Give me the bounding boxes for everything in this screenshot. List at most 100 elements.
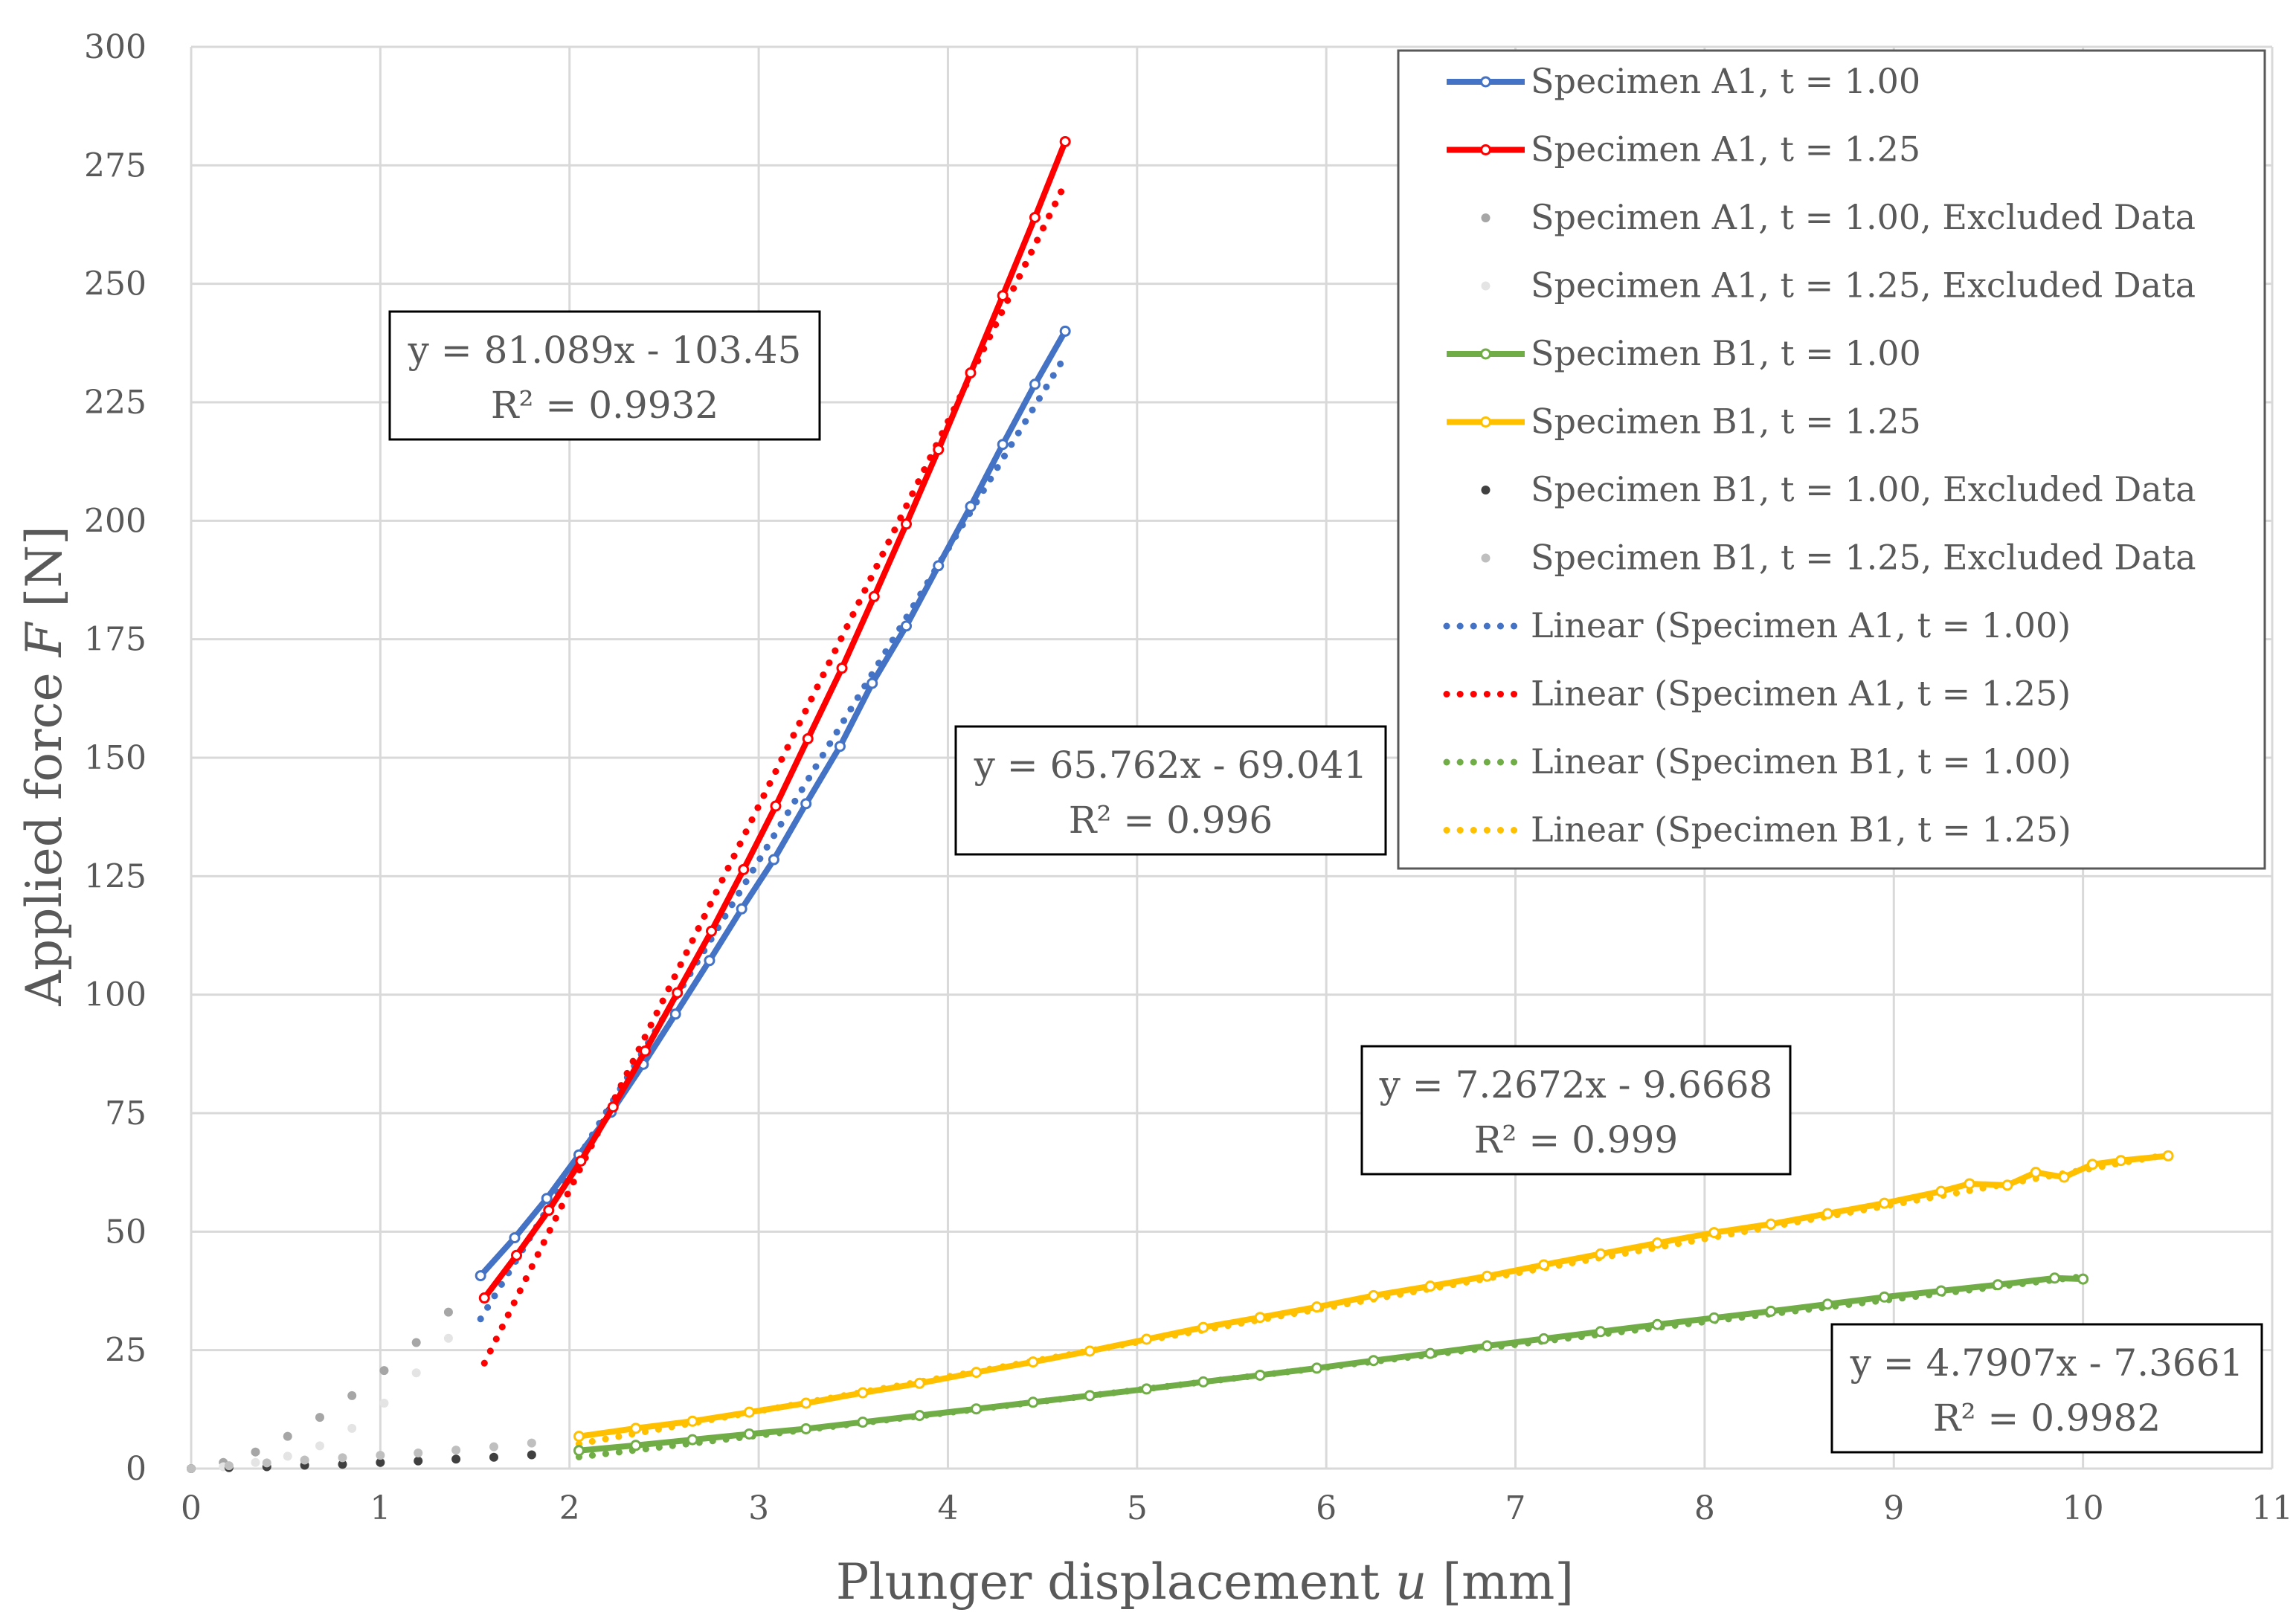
- data-point: [1368, 1289, 1380, 1301]
- legend-label: Specimen A1, t = 1.25: [1531, 129, 1920, 170]
- data-point: [1481, 1270, 1493, 1282]
- data-point: [1197, 1321, 1209, 1333]
- legend-marker: [1481, 486, 1491, 494]
- series-line: [578, 1153, 2169, 1440]
- series-5: [573, 1150, 2174, 1443]
- data-point: [1651, 1237, 1663, 1249]
- x-tick-label: 9: [1883, 1489, 1904, 1527]
- data-point: [770, 800, 782, 812]
- legend-item: Specimen A1, t = 1.00, Excluded Data: [1481, 197, 2196, 237]
- data-point: [1027, 1356, 1039, 1368]
- data-point: [1059, 325, 1071, 337]
- data-point: [768, 854, 779, 866]
- data-point: [2048, 1272, 2060, 1284]
- data-point: [933, 444, 945, 456]
- y-axis-title: Applied force F [N]: [16, 526, 73, 1006]
- data-point: [1197, 1376, 1209, 1388]
- data-point: [997, 290, 1009, 302]
- legend-label: Specimen A1, t = 1.00, Excluded Data: [1531, 197, 2196, 237]
- legend-label: Specimen A1, t = 1.00: [1531, 61, 1920, 101]
- x-tick-label: 3: [748, 1489, 769, 1527]
- data-point: [573, 1445, 585, 1457]
- annotation-r2: R² = 0.999: [1474, 1118, 1679, 1161]
- data-point: [1481, 1340, 1493, 1352]
- data-point: [686, 1415, 698, 1427]
- y-tick-label: 200: [84, 502, 147, 540]
- data-point: [1424, 1347, 1436, 1359]
- data-point: [743, 1406, 755, 1418]
- data-point: [834, 741, 846, 753]
- data-point: [2086, 1159, 2098, 1170]
- data-point: [933, 560, 945, 572]
- data-point: [527, 1438, 536, 1448]
- data-point: [857, 1387, 869, 1399]
- data-point: [283, 1431, 292, 1441]
- data-point: [1141, 1333, 1153, 1345]
- data-point: [1708, 1312, 1720, 1324]
- data-point: [639, 1045, 651, 1057]
- data-point: [913, 1377, 925, 1389]
- data-point: [868, 590, 880, 602]
- legend-item: Linear (Specimen B1, t = 1.00): [1443, 741, 2071, 782]
- y-tick-label: 125: [84, 857, 147, 895]
- annotation-a1-t100: y = 65.762x - 69.041 R² = 0.996: [954, 725, 1387, 856]
- series-1: [478, 135, 1071, 1304]
- data-point: [1992, 1279, 2004, 1291]
- series-line: [579, 1275, 2083, 1454]
- data-point: [1311, 1301, 1322, 1313]
- data-point: [541, 1193, 553, 1205]
- data-point: [2162, 1150, 2174, 1161]
- legend-label: Specimen B1, t = 1.00: [1531, 333, 1921, 373]
- data-point: [630, 1440, 642, 1451]
- data-point: [1708, 1227, 1720, 1239]
- legend-marker: [1480, 76, 1491, 88]
- y-tick-label: 100: [84, 976, 147, 1014]
- data-point: [857, 1417, 869, 1428]
- annotation-r2: R² = 0.9932: [491, 384, 718, 427]
- data-point: [1821, 1298, 1833, 1310]
- annotation-r2: R² = 0.9982: [1933, 1396, 2161, 1440]
- x-tick-label: 4: [937, 1489, 958, 1527]
- x-tick-label: 7: [1505, 1489, 1526, 1527]
- data-point: [1084, 1390, 1096, 1402]
- legend-item: Specimen B1, t = 1.00: [1447, 333, 1921, 373]
- data-point: [1538, 1259, 1550, 1271]
- data-point: [1765, 1305, 1777, 1317]
- data-point: [900, 620, 912, 632]
- data-point: [1368, 1355, 1380, 1367]
- legend-marker: [1480, 416, 1491, 428]
- data-point: [1935, 1285, 1947, 1297]
- data-point: [478, 1292, 490, 1304]
- series-4: [573, 1272, 2089, 1457]
- legend-item: Specimen A1, t = 1.25: [1447, 129, 1920, 170]
- data-point: [2030, 1167, 2042, 1179]
- legend-item: Linear (Specimen A1, t = 1.25): [1443, 674, 2071, 714]
- data-point: [489, 1442, 498, 1451]
- legend-label: Specimen B1, t = 1.00, Excluded Data: [1531, 469, 2196, 509]
- annotation-equation: y = 65.762x - 69.041: [974, 744, 1368, 787]
- legend-label: Specimen B1, t = 1.25: [1531, 402, 1921, 442]
- data-point: [1311, 1362, 1322, 1374]
- data-point: [736, 903, 747, 915]
- data-point: [965, 500, 977, 512]
- data-point: [1254, 1312, 1266, 1324]
- data-point: [971, 1367, 983, 1379]
- data-point: [379, 1399, 389, 1408]
- data-point: [379, 1366, 389, 1376]
- data-point: [575, 1155, 587, 1167]
- data-point: [443, 1307, 453, 1317]
- data-point: [686, 1434, 698, 1446]
- data-point: [262, 1458, 271, 1468]
- x-tick-label: 11: [2251, 1489, 2293, 1527]
- legend: Specimen A1, t = 1.00 Specimen A1, t = 1.…: [1397, 49, 2266, 870]
- data-point: [971, 1403, 983, 1415]
- data-point: [704, 955, 716, 967]
- data-point: [1084, 1345, 1096, 1357]
- legend-marker: [1481, 281, 1491, 291]
- data-point: [251, 1447, 260, 1457]
- data-point: [706, 925, 717, 937]
- y-tick-label: 250: [84, 265, 147, 303]
- data-point: [376, 1451, 385, 1460]
- annotation-a1-t125: y = 81.089x - 103.45 R² = 0.9932: [388, 310, 821, 441]
- y-tick-label: 25: [105, 1332, 147, 1370]
